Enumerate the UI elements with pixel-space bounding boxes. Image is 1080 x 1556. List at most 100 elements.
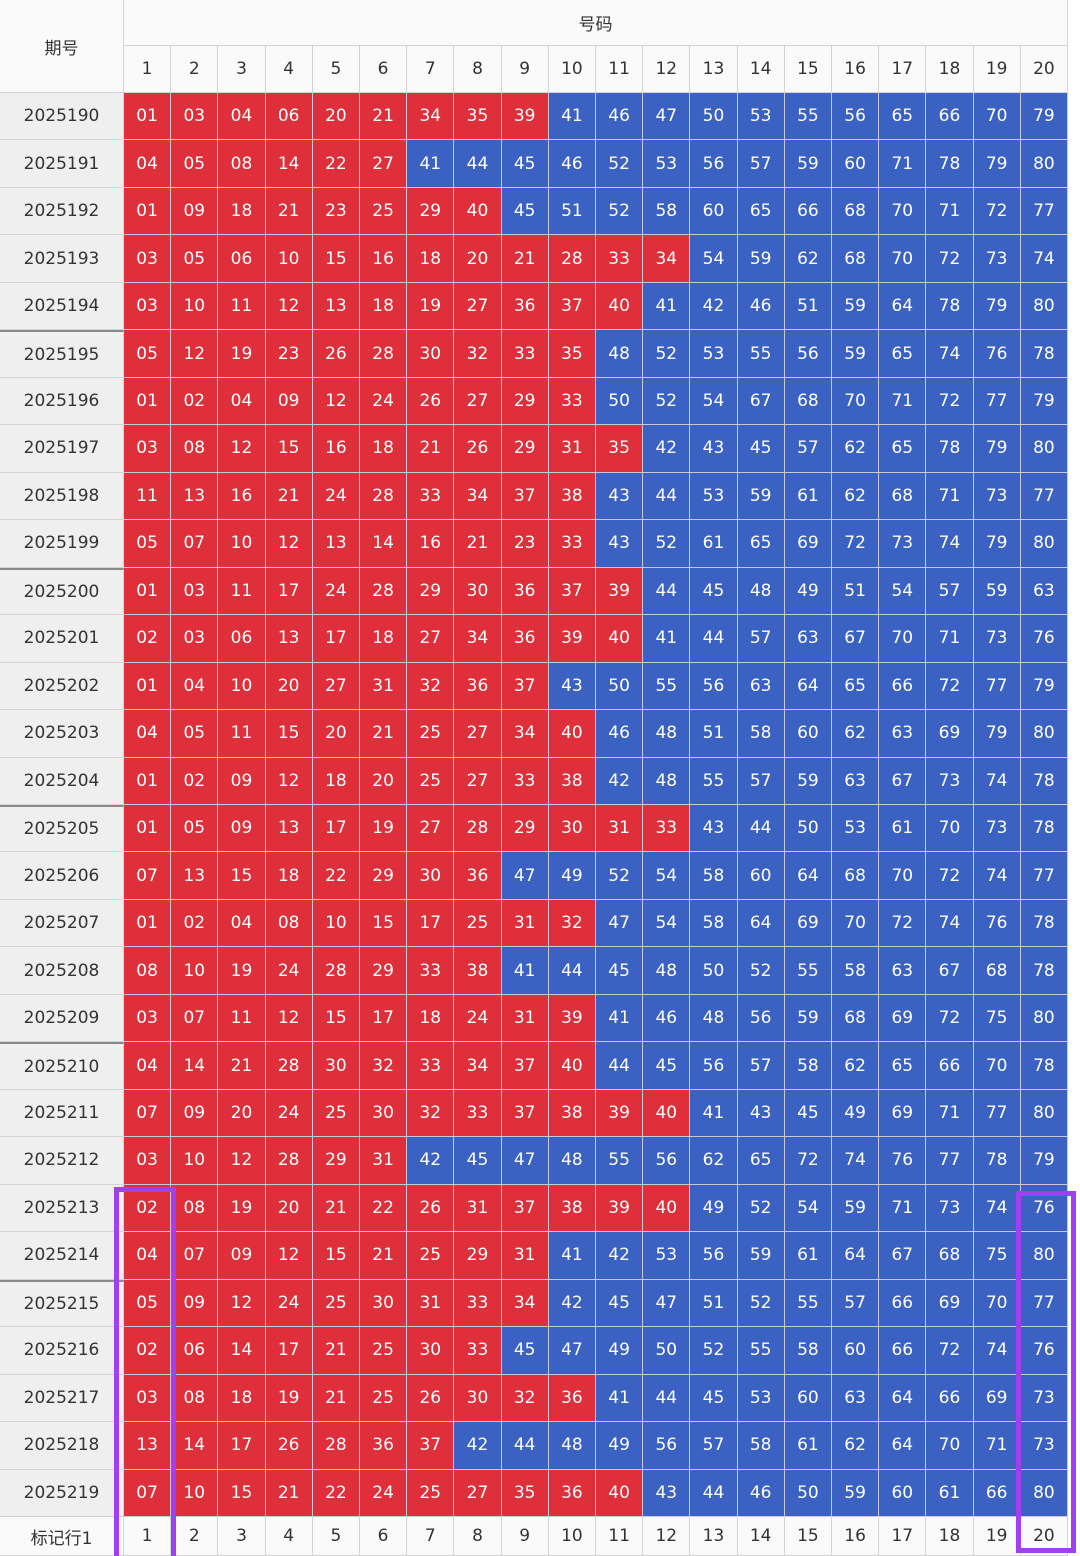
number-cell: 73 — [926, 1184, 974, 1233]
number-cell: 28 — [265, 1137, 313, 1185]
number-cell: 21 — [360, 93, 408, 141]
number-cell: 36 — [360, 1422, 408, 1470]
period-cell: 2025198 — [0, 472, 124, 521]
number-cell: 33 — [454, 1089, 502, 1138]
number-cell: 58 — [737, 710, 785, 758]
number-cell: 18 — [265, 852, 313, 900]
number-cell: 20 — [265, 1184, 313, 1233]
number-cell: 53 — [737, 1374, 785, 1423]
number-cell: 72 — [926, 994, 974, 1043]
number-cell: 70 — [973, 1279, 1021, 1328]
number-cell: 75 — [973, 994, 1021, 1043]
number-cell: 45 — [690, 567, 738, 616]
number-cell: 68 — [832, 852, 880, 900]
period-cell: 2025207 — [0, 899, 124, 948]
number-cell: 10 — [218, 520, 266, 568]
number-cell: 32 — [501, 1374, 549, 1423]
number-cell: 77 — [1020, 472, 1068, 521]
number-cell: 18 — [360, 425, 408, 473]
number-cell: 55 — [784, 93, 832, 141]
number-cell: 57 — [784, 425, 832, 473]
number-cell: 59 — [737, 235, 785, 283]
number-cell: 12 — [218, 425, 266, 473]
number-cell: 33 — [501, 330, 549, 378]
number-cell: 05 — [124, 1279, 172, 1328]
number-cell: 59 — [832, 282, 880, 331]
number-cell: 43 — [548, 662, 596, 711]
number-cell: 21 — [501, 235, 549, 283]
footer-cell: 9 — [501, 1517, 549, 1556]
number-cell: 12 — [312, 377, 360, 426]
number-cell: 14 — [360, 520, 408, 568]
number-cell: 02 — [171, 757, 219, 805]
period-cell: 2025197 — [0, 425, 124, 473]
number-cell: 60 — [832, 140, 880, 188]
number-cell: 49 — [832, 1089, 880, 1138]
number-cell: 78 — [973, 1137, 1021, 1185]
number-cell: 25 — [360, 187, 408, 236]
number-cell: 25 — [407, 757, 455, 805]
number-cell: 71 — [879, 1184, 927, 1233]
number-cell: 31 — [548, 425, 596, 473]
period-cell: 2025203 — [0, 710, 124, 758]
number-cell: 12 — [265, 757, 313, 805]
number-cell: 52 — [643, 377, 691, 426]
number-cell: 30 — [360, 1279, 408, 1328]
number-cell: 15 — [265, 710, 313, 758]
number-cell: 45 — [596, 947, 644, 995]
number-cell: 40 — [454, 187, 502, 236]
number-cell: 44 — [690, 615, 738, 663]
number-cell: 50 — [596, 662, 644, 711]
number-cell: 31 — [454, 1184, 502, 1233]
footer-cell: 7 — [407, 1517, 455, 1556]
period-cell: 2025200 — [0, 567, 124, 616]
number-cell: 13 — [171, 472, 219, 521]
number-cell: 72 — [926, 1327, 974, 1375]
number-cell: 66 — [784, 187, 832, 236]
number-cell: 40 — [643, 1184, 691, 1233]
number-cell: 08 — [171, 1184, 219, 1233]
number-cell: 20 — [265, 662, 313, 711]
number-cell: 09 — [171, 1089, 219, 1138]
period-cell: 2025201 — [0, 615, 124, 663]
period-cell: 2025214 — [0, 1232, 124, 1280]
number-cell: 67 — [926, 947, 974, 995]
number-cell: 45 — [784, 1089, 832, 1138]
period-cell: 2025216 — [0, 1327, 124, 1375]
number-cell: 18 — [407, 235, 455, 283]
number-cell: 38 — [548, 1089, 596, 1138]
number-cell: 50 — [596, 377, 644, 426]
number-cell: 34 — [643, 235, 691, 283]
number-cell: 44 — [737, 805, 785, 853]
number-cell: 58 — [690, 899, 738, 948]
number-cell: 70 — [926, 805, 974, 853]
footer-cell: 5 — [312, 1517, 360, 1556]
number-cell: 54 — [879, 567, 927, 616]
number-cell: 47 — [643, 93, 691, 141]
number-cell: 54 — [690, 235, 738, 283]
number-cell: 48 — [643, 757, 691, 805]
number-cell: 71 — [926, 187, 974, 236]
number-cell: 18 — [218, 187, 266, 236]
number-cell: 67 — [737, 377, 785, 426]
number-cell: 78 — [1020, 899, 1068, 948]
number-cell: 69 — [926, 710, 974, 758]
number-cell: 72 — [832, 520, 880, 568]
number-cell: 25 — [312, 1089, 360, 1138]
number-cell: 26 — [407, 377, 455, 426]
number-cell: 16 — [312, 425, 360, 473]
number-cell: 77 — [1020, 852, 1068, 900]
number-cell: 07 — [124, 1469, 172, 1517]
number-cell: 48 — [643, 710, 691, 758]
column-header: 1 — [124, 46, 172, 93]
number-cell: 03 — [171, 567, 219, 616]
number-cell: 28 — [548, 235, 596, 283]
number-cell: 18 — [312, 757, 360, 805]
footer-cell: 8 — [454, 1517, 502, 1556]
number-cell: 50 — [643, 1327, 691, 1375]
number-cell: 73 — [1020, 1422, 1068, 1470]
number-cell: 20 — [312, 710, 360, 758]
number-cell: 52 — [690, 1327, 738, 1375]
number-cell: 24 — [265, 1279, 313, 1328]
number-cell: 66 — [879, 1279, 927, 1328]
